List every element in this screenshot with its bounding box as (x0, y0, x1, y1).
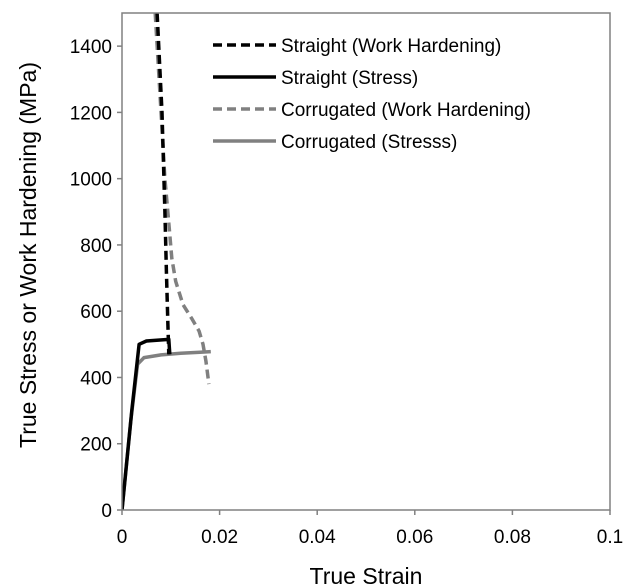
x-axis-ticks: 0 0.02 0.04 0.06 0.08 0.1 (117, 510, 623, 548)
legend-label: Straight (Work Hardening) (281, 36, 501, 57)
legend-label: Straight (Stress) (281, 68, 418, 89)
x-tick-label: 0 (117, 527, 128, 548)
x-tick-label: 0.02 (201, 527, 238, 548)
legend-label: Corrugated (Stresss) (281, 132, 457, 153)
series-line-straight-stress (122, 337, 172, 510)
y-tick-label: 1000 (70, 170, 112, 191)
y-tick-label: 200 (80, 435, 112, 456)
x-tick-label: 0.06 (396, 527, 433, 548)
y-tick-label: 400 (80, 368, 112, 389)
plot-frame (121, 12, 611, 511)
series-line-straight-work-hardening (155, 13, 171, 355)
y-tick-label: 600 (80, 302, 112, 323)
y-tick-label: 0 (101, 501, 112, 522)
y-axis-title: True Stress or Work Hardening (MPa) (15, 62, 41, 448)
y-tick-label: 1200 (70, 103, 112, 124)
series-layer (122, 13, 211, 510)
x-tick-label: 0.1 (597, 527, 623, 548)
y-tick-label: 800 (80, 236, 112, 257)
legend-label: Corrugated (Work Hardening) (281, 100, 531, 121)
legend: Straight (Work Hardening) Straight (Stres… (213, 36, 531, 153)
y-tick-label: 1400 (70, 37, 112, 58)
x-tick-label: 0.04 (299, 527, 336, 548)
y-axis-ticks: 0 200 400 600 800 1000 1200 1400 (70, 37, 122, 522)
x-tick-label: 0.08 (494, 527, 531, 548)
x-axis-title: True Strain (310, 563, 423, 588)
